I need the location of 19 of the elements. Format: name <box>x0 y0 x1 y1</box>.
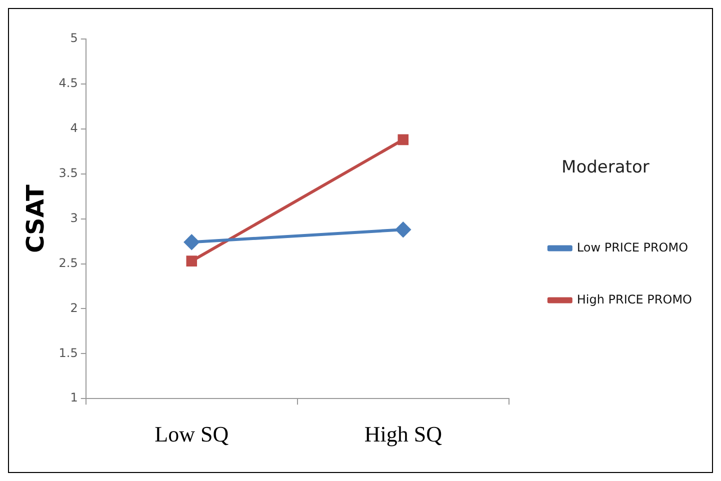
point <box>396 222 411 238</box>
legend-label: Low PRICE PROMO <box>576 240 688 254</box>
y-tick-label: 4 <box>70 121 78 136</box>
y-tick-label: 2.5 <box>58 256 78 270</box>
y-tick-label: 3 <box>70 210 78 225</box>
legend-title: Moderator <box>562 158 650 178</box>
y-tick-label: 1 <box>70 390 78 405</box>
point <box>186 256 198 266</box>
x-tick-label: High SQ <box>364 422 442 447</box>
y-tick-label: 3.5 <box>58 166 78 180</box>
y-axis-title: CSAT <box>22 184 50 254</box>
legend-label: High PRICE PROMO <box>576 292 692 306</box>
y-tick-label: 1.5 <box>58 346 78 360</box>
x-tick-label: Low SQ <box>154 422 229 447</box>
y-tick-label: 5 <box>70 31 78 46</box>
y-tick-label: 4.5 <box>58 76 78 90</box>
y-tick-label: 2 <box>70 300 78 315</box>
point <box>398 134 409 146</box>
point <box>184 234 200 250</box>
